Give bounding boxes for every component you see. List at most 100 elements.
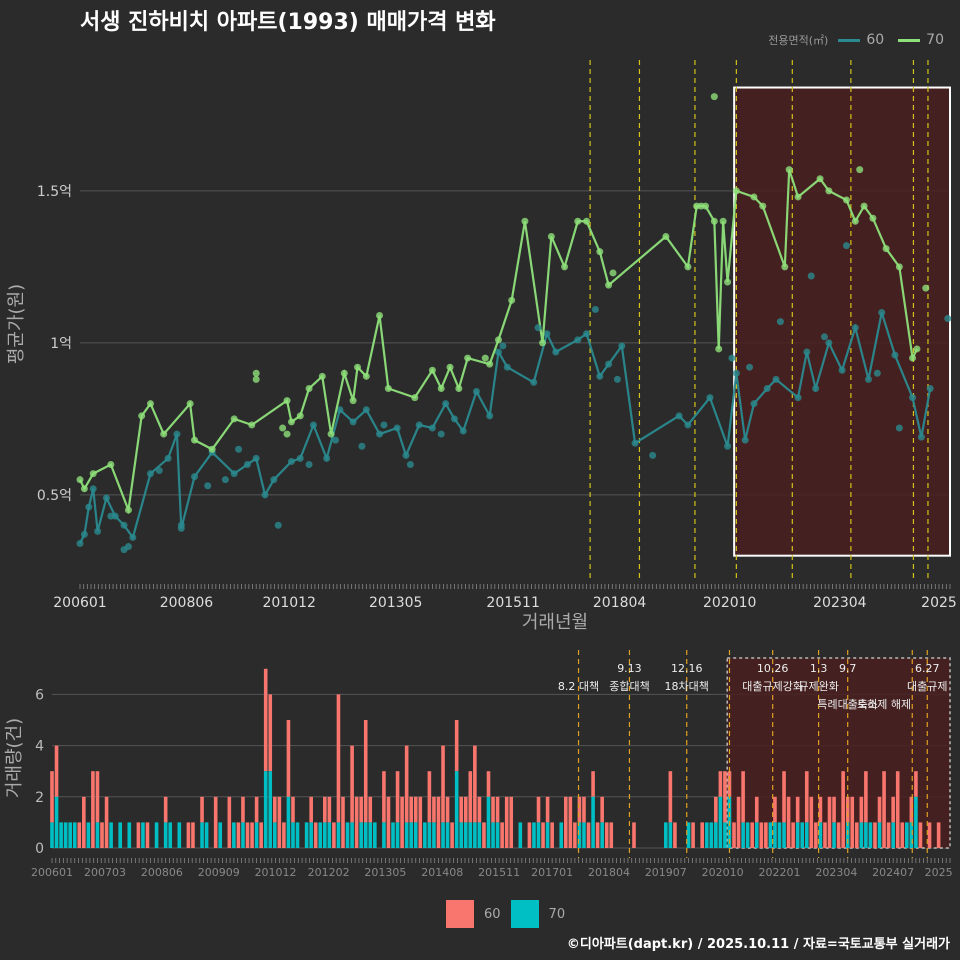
bar-70 — [200, 822, 204, 848]
data-point-60 — [155, 467, 163, 475]
data-point-70 — [851, 217, 859, 225]
bar-60 — [445, 796, 450, 823]
bar-60 — [836, 822, 841, 848]
data-point-70 — [252, 375, 260, 383]
data-point-60 — [820, 333, 828, 341]
bar-60 — [632, 822, 636, 848]
bar-60 — [241, 796, 245, 823]
y-tick-label: 6 — [35, 687, 44, 703]
bar-70 — [141, 822, 145, 848]
bar-70 — [409, 822, 413, 848]
data-point-60 — [706, 394, 714, 402]
policy-name-label: 토허제 해제 — [857, 697, 911, 711]
data-point-70 — [715, 345, 723, 353]
bar-70 — [686, 822, 691, 848]
bar-70 — [441, 822, 445, 848]
bar-60 — [568, 796, 573, 848]
data-point-60 — [591, 305, 599, 313]
bar-60 — [909, 796, 914, 823]
bar-60 — [418, 796, 423, 848]
bar-60 — [427, 771, 432, 823]
bar-70 — [518, 822, 523, 848]
data-point-70 — [710, 217, 718, 225]
bar-70 — [777, 822, 782, 848]
bar-60 — [136, 822, 141, 848]
bar-60 — [804, 771, 809, 823]
bar-70 — [359, 822, 363, 848]
bar-70 — [309, 822, 313, 848]
bar-60 — [263, 668, 268, 772]
bar-70 — [914, 796, 918, 848]
bar-60 — [436, 796, 441, 848]
data-point-70 — [146, 400, 154, 408]
bar-60 — [882, 771, 886, 848]
bar-70 — [495, 822, 500, 848]
data-point-60 — [336, 406, 344, 414]
bar-60 — [563, 796, 568, 848]
bar-60 — [832, 796, 836, 823]
data-point-60 — [772, 375, 780, 383]
bar-60 — [550, 822, 554, 848]
bar-60 — [595, 822, 600, 848]
data-point-70 — [107, 460, 115, 468]
bar-60 — [877, 796, 882, 823]
bar-60 — [732, 822, 736, 848]
data-point-60 — [129, 533, 137, 541]
data-point-70 — [662, 232, 670, 240]
bar-60 — [450, 822, 454, 848]
data-point-70 — [508, 296, 516, 304]
data-point-70 — [574, 217, 582, 225]
bar-60 — [541, 822, 545, 848]
bar-60 — [850, 796, 855, 848]
data-point-60 — [728, 354, 736, 362]
bar-70 — [723, 822, 727, 848]
data-point-60 — [164, 454, 172, 462]
bar-60 — [291, 796, 295, 823]
bar-60 — [886, 822, 891, 848]
policy-date-label: 10.26 — [757, 662, 789, 675]
bar-70 — [463, 822, 468, 848]
data-point-60 — [838, 366, 846, 374]
data-point-60 — [944, 315, 952, 323]
bar-70 — [445, 822, 450, 848]
bar-70 — [486, 796, 491, 848]
data-point-60 — [750, 400, 758, 408]
bar-70 — [845, 822, 850, 848]
data-point-60 — [349, 418, 357, 426]
data-point-60 — [926, 384, 934, 392]
data-point-60 — [270, 476, 278, 484]
bar-60 — [277, 796, 282, 848]
data-point-70 — [547, 232, 555, 240]
bar-70 — [127, 822, 132, 848]
policy-name-label: 18차대책 — [665, 680, 709, 693]
bar-60 — [864, 771, 868, 823]
x-tick-label: 201305 — [364, 866, 406, 879]
bar-70 — [382, 822, 386, 848]
data-point-60 — [402, 451, 410, 459]
series-line-70 — [79, 169, 918, 515]
data-point-70 — [208, 445, 216, 453]
data-point-70 — [697, 202, 705, 210]
data-point-60 — [274, 521, 282, 529]
x-tick-label: 200601 — [53, 595, 106, 611]
data-point-60 — [895, 424, 903, 432]
bar-70 — [350, 822, 354, 848]
bar-60 — [50, 771, 54, 823]
data-point-60 — [807, 272, 815, 280]
data-point-70 — [283, 397, 291, 405]
chart-title: 서생 진하비치 아파트(1993) 매매가격 변화 — [80, 10, 496, 35]
data-point-60 — [503, 363, 511, 371]
x-tick-label: 2025 — [921, 595, 957, 611]
bar-70 — [664, 822, 668, 848]
data-point-70 — [481, 354, 489, 362]
x-tick-label: 202304 — [813, 595, 867, 611]
policy-date-label: 9.13 — [617, 662, 642, 675]
bar-70 — [709, 822, 714, 848]
legend-swatch-70 — [898, 38, 921, 42]
data-point-70 — [362, 372, 370, 380]
bar-70 — [368, 822, 373, 848]
policy-name-label: 특례대출축소 — [817, 698, 878, 711]
legend-label-60: 60 — [866, 32, 885, 48]
data-point-60 — [296, 454, 304, 462]
